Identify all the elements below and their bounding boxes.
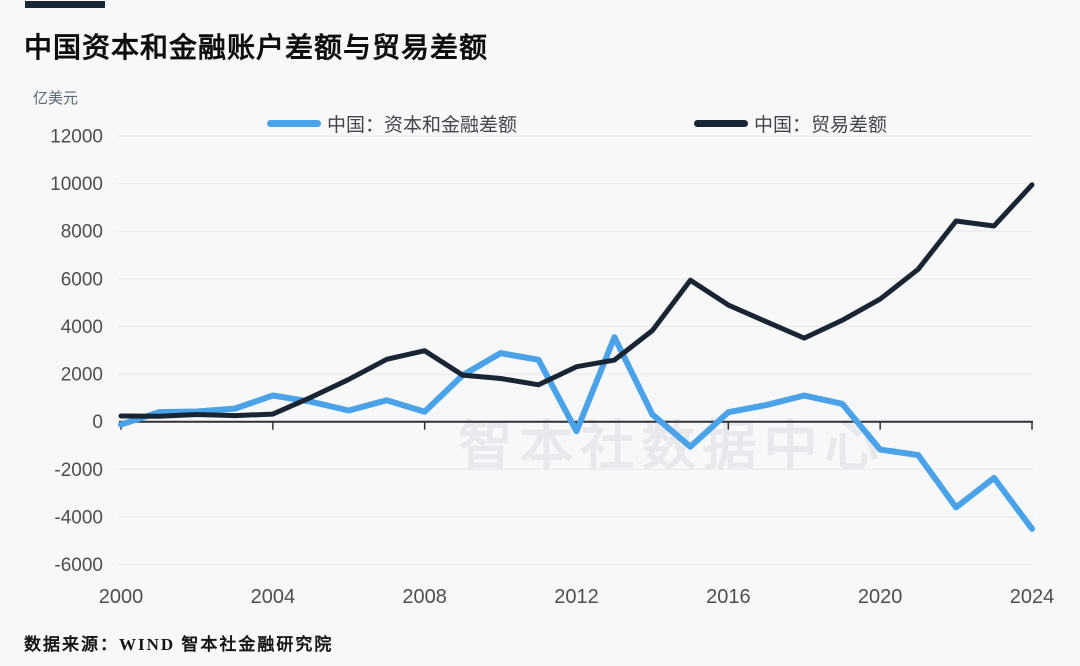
capital-series-swatch: [267, 119, 321, 127]
y-axis-tick-label: 2000: [61, 365, 103, 386]
data-source: 数据来源：WIND 智本社金融研究院: [24, 635, 334, 654]
page-title: 中国资本和金融账户差额与贸易差额: [24, 32, 489, 63]
legend-label-capital: 中国：资本和金融差额: [327, 114, 518, 136]
y-axis-tick-label: 10000: [50, 174, 103, 195]
y-axis-tick-label: -2000: [54, 460, 103, 481]
trade-series-swatch: [694, 119, 748, 127]
trade-balance-line: [118, 182, 1035, 419]
y-axis-tick-label: 6000: [61, 269, 103, 290]
y-axis-tick-label: -6000: [54, 555, 103, 576]
legend-item-capital[interactable]: 中国：资本和金融差额: [267, 111, 518, 136]
x-axis-tick-label: 2020: [858, 586, 903, 608]
x-axis-tick-label: 2024: [1010, 586, 1055, 608]
accent-bar: [25, 1, 105, 8]
y-axis-tick-label: 0: [92, 412, 103, 433]
x-axis-tick-label: 2012: [554, 586, 599, 608]
x-axis-tick-label: 2004: [251, 586, 296, 608]
y-axis-tick-label: 12000: [50, 126, 103, 147]
x-axis-tick-label: 2008: [402, 586, 447, 608]
capital-account-line: [118, 334, 1035, 532]
y-axis-tick-label: 8000: [61, 222, 103, 243]
x-axis-tick-label: 2016: [706, 586, 751, 608]
y-axis-tick-label: -4000: [54, 507, 103, 528]
x-axis-tick-label: 2000: [99, 586, 144, 608]
y-axis-tick-label: 4000: [61, 317, 103, 338]
legend-label-trade: 中国：贸易差额: [754, 114, 888, 136]
y-axis-unit-label: 亿美元: [33, 90, 79, 107]
legend-item-trade[interactable]: 中国：贸易差额: [694, 111, 888, 136]
